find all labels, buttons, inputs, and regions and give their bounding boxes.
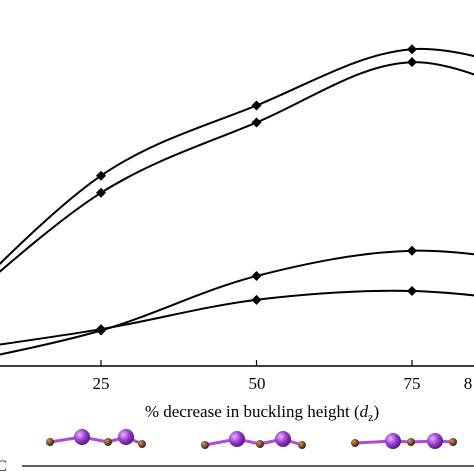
series-line-4 (0, 289, 474, 346)
large-atom (229, 431, 245, 447)
structure-1 (46, 429, 146, 448)
x-tick-label-25: 25 (93, 374, 110, 393)
data-point-s4-x75 (407, 285, 417, 296)
small-atom (201, 441, 209, 449)
data-point-s3-x75 (407, 245, 417, 256)
data-point-s3-x50 (251, 270, 262, 281)
x-axis-ticks (100, 360, 413, 366)
structure-3 (351, 433, 457, 449)
small-atom (298, 441, 306, 449)
small-atom (449, 438, 457, 446)
left-edge-fragment: C (0, 458, 7, 474)
x-tick-label-partial: 8 (464, 374, 473, 393)
structure-illustrations (46, 429, 457, 449)
large-atom (427, 433, 443, 449)
structure-2 (201, 431, 306, 449)
data-point-s4-x25 (96, 324, 106, 335)
data-point-s1-x75 (407, 44, 417, 55)
data-markers (96, 44, 417, 336)
small-atom (256, 440, 264, 448)
large-atom (275, 431, 291, 447)
x-axis-label-subscript: z (368, 410, 373, 424)
data-point-s4-x50 (251, 294, 262, 305)
large-atom (74, 429, 90, 445)
large-atom (118, 429, 134, 445)
small-atom (351, 439, 359, 447)
data-point-s1-x50 (251, 100, 262, 111)
x-axis-label: % decrease in buckling height (dz) (145, 402, 379, 424)
x-tick-label-75: 75 (404, 374, 421, 393)
small-atom (138, 440, 146, 448)
small-atom (407, 438, 415, 446)
data-point-s2-x75 (407, 57, 417, 68)
x-axis-label-variable: d (360, 402, 369, 421)
series-line-3 (0, 249, 474, 356)
large-atom (385, 433, 401, 449)
small-atom (46, 438, 54, 446)
data-point-s2-x25 (96, 187, 106, 198)
x-tick-label-50: 50 (249, 374, 266, 393)
data-point-s1-x25 (96, 170, 106, 181)
x-axis-tick-labels: 25 50 75 8 (93, 374, 473, 393)
series-line-2 (0, 61, 474, 273)
small-atom (104, 438, 112, 446)
series-lines (0, 47, 474, 356)
data-point-s2-x50 (251, 117, 262, 128)
series-line-1 (0, 47, 474, 265)
